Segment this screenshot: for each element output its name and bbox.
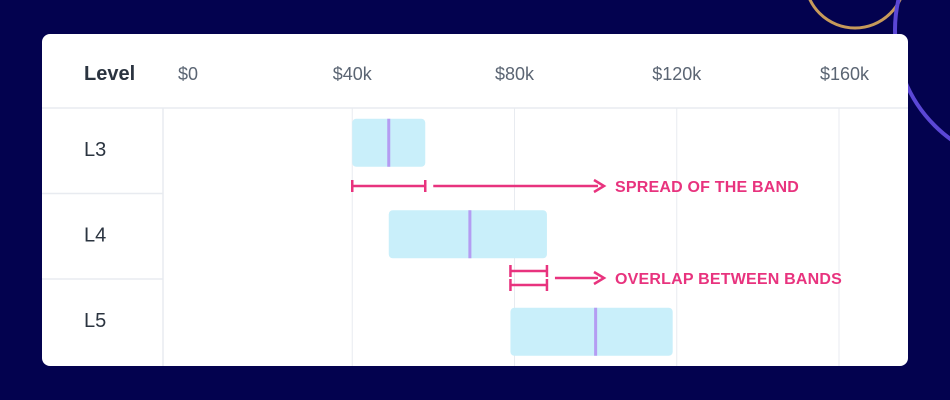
spread-arrow-head <box>593 178 607 194</box>
salary-band-chart: Level $0 $40k $80k $120k $160k L3 L4 L5 SPREAD… <box>42 63 908 366</box>
x-tick-label: $80k <box>495 64 535 84</box>
x-tick-label: $160k <box>820 64 870 84</box>
annotations: SPREAD OF THE BAND OVERLAP BETWEEN BANDS <box>351 178 842 291</box>
band-L4 <box>388 210 547 259</box>
level-column-header: Level <box>84 63 135 85</box>
overlap-annotation-label: OVERLAP BETWEEN BANDS <box>615 271 842 288</box>
salary-bands <box>352 118 673 356</box>
x-axis-tick-labels: $0 $40k $80k $120k $160k <box>178 64 870 84</box>
x-tick-label: $0 <box>178 64 198 84</box>
overlap-arrow-head <box>593 270 607 286</box>
x-tick-label: $120k <box>652 64 702 84</box>
purple-ring-decoration <box>893 0 950 142</box>
row-label-L5: L5 <box>84 310 106 332</box>
row-label-L4: L4 <box>84 224 106 246</box>
table-structure <box>42 107 908 366</box>
salary-bands-card: Level $0 $40k $80k $120k $160k L3 L4 L5 SPREAD… <box>42 34 908 366</box>
level-row-labels: L3 L4 L5 <box>84 139 106 332</box>
spread-annotation-label: SPREAD OF THE BAND <box>615 179 799 196</box>
band-L5 <box>510 307 673 356</box>
band-median-L4 <box>468 210 472 259</box>
gold-ring-decoration <box>808 0 902 30</box>
band-median-L3 <box>387 118 391 167</box>
x-tick-label: $40k <box>333 64 373 84</box>
row-label-L3: L3 <box>84 139 106 161</box>
band-median-L5 <box>594 307 598 356</box>
